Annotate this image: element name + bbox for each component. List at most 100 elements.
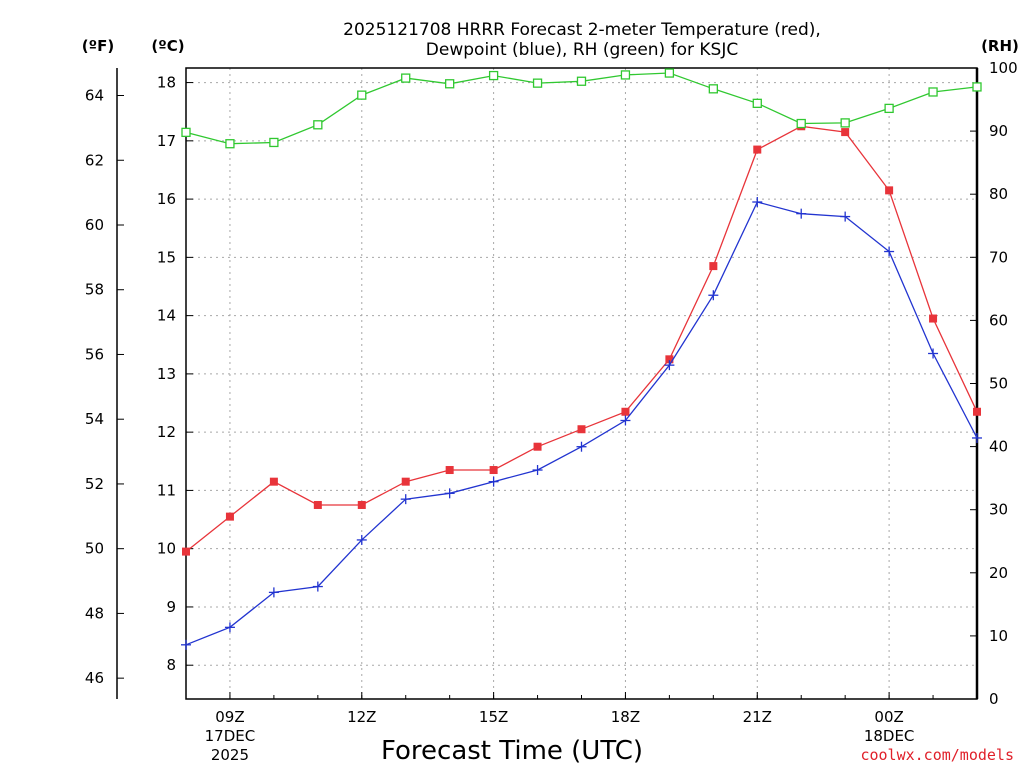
rh-point-16 xyxy=(884,103,894,114)
dewpoint-point-5 xyxy=(400,494,411,505)
x-tick-label-9-1: 17DEC xyxy=(205,727,256,745)
rh-tick-90: 90 xyxy=(989,122,1008,140)
x-tick-label-18-0: 18Z xyxy=(611,708,640,726)
rh-tick-40: 40 xyxy=(989,438,1008,456)
data-series xyxy=(181,68,982,650)
fahrenheit-tick-58: 58 xyxy=(85,281,104,299)
rh-point-1 xyxy=(225,139,235,149)
series-rh xyxy=(181,68,982,149)
temperature-point-16 xyxy=(885,186,894,195)
rh-tick-80: 80 xyxy=(989,185,1008,203)
fahrenheit-tick-50: 50 xyxy=(85,540,104,558)
rh-tick-60: 60 xyxy=(989,311,1008,329)
dewpoint-point-6 xyxy=(444,488,455,499)
x-tick-label-24-0: 00Z xyxy=(874,708,903,726)
rh-point-4 xyxy=(357,90,367,100)
rh-tick-30: 30 xyxy=(989,501,1008,519)
rh-point-9 xyxy=(576,76,587,86)
fahrenheit-tick-60: 60 xyxy=(85,216,104,234)
temperature-point-6 xyxy=(445,466,454,475)
fahrenheit-tick-46: 46 xyxy=(85,669,104,687)
celsius-tick-11: 11 xyxy=(157,481,176,499)
celsius-tick-8: 8 xyxy=(166,656,176,674)
grid-lines xyxy=(186,68,977,699)
rh-point-6 xyxy=(445,79,455,89)
dewpoint-point-13 xyxy=(752,197,763,208)
rh-point-10 xyxy=(620,70,631,80)
temperature-point-0 xyxy=(182,547,190,556)
celsius-axis-label: (ºC) xyxy=(151,37,184,55)
dewpoint-point-10 xyxy=(620,415,631,426)
temperature-point-8 xyxy=(533,442,542,451)
fahrenheit-tick-48: 48 xyxy=(85,604,104,622)
rh-point-8 xyxy=(532,78,543,88)
rh-point-0 xyxy=(181,127,191,138)
rh-point-17 xyxy=(928,87,938,97)
rh-tick-0: 0 xyxy=(989,690,999,708)
temperature-point-17 xyxy=(929,314,938,323)
x-tick-label-15-0: 15Z xyxy=(479,708,508,726)
temperature-point-15 xyxy=(841,128,850,137)
dewpoint-point-12 xyxy=(708,290,719,301)
fahrenheit-tick-64: 64 xyxy=(85,87,104,105)
dewpoint-point-14 xyxy=(796,208,807,219)
celsius-tick-14: 14 xyxy=(157,307,176,325)
dewpoint-point-0 xyxy=(181,639,191,650)
rh-point-12 xyxy=(708,84,718,94)
chart-title-line2: Dewpoint (blue), RH (green) for KSJC xyxy=(426,40,738,60)
rh-point-7 xyxy=(488,70,499,81)
rh-point-13 xyxy=(752,98,762,108)
temperature-point-13 xyxy=(753,145,762,154)
dewpoint-point-16 xyxy=(884,246,895,257)
temperature-point-5 xyxy=(401,477,410,486)
celsius-tick-17: 17 xyxy=(157,132,176,150)
celsius-tick-10: 10 xyxy=(157,540,176,558)
dewpoint-point-2 xyxy=(268,587,279,598)
dewpoint-point-11 xyxy=(664,360,675,371)
dewpoint-point-9 xyxy=(576,441,587,452)
dewpoint-point-18 xyxy=(972,432,982,443)
dewpoint-point-8 xyxy=(532,465,543,476)
rh-point-5 xyxy=(401,73,411,83)
x-axis-title: Forecast Time (UTC) xyxy=(381,736,643,766)
temperature-point-18 xyxy=(973,407,981,416)
temperature-point-4 xyxy=(357,500,366,509)
rh-point-11 xyxy=(664,68,675,78)
plot-frame xyxy=(185,67,978,700)
dewpoint-point-15 xyxy=(840,211,851,222)
rh-axis-label: (RH) xyxy=(981,37,1019,55)
rh-tick-10: 10 xyxy=(989,627,1008,645)
celsius-tick-9: 9 xyxy=(166,598,176,616)
series-dewpoint xyxy=(181,197,982,650)
dewpoint-point-17 xyxy=(928,348,939,359)
rh-tick-70: 70 xyxy=(989,248,1008,266)
fahrenheit-tick-56: 56 xyxy=(85,345,104,363)
dewpoint-point-4 xyxy=(356,534,367,545)
rh-point-2 xyxy=(269,137,279,148)
temperature-point-1 xyxy=(225,512,234,521)
temperature-point-10 xyxy=(621,407,630,416)
rh-point-14 xyxy=(796,118,806,129)
temperature-point-9 xyxy=(577,425,586,434)
x-tick-label-12-0: 12Z xyxy=(347,708,376,726)
fahrenheit-tick-52: 52 xyxy=(85,475,104,493)
fahrenheit-tick-54: 54 xyxy=(85,410,104,428)
credit-text: coolwx.com/models xyxy=(860,746,1014,764)
fahrenheit-tick-62: 62 xyxy=(85,151,104,169)
x-tick-label-9-2: 2025 xyxy=(211,746,249,764)
temperature-point-3 xyxy=(313,500,322,509)
celsius-tick-12: 12 xyxy=(157,423,176,441)
rh-tick-100: 100 xyxy=(989,59,1018,77)
x-tick-label-21-0: 21Z xyxy=(743,708,772,726)
x-tick-label-24-1: 18DEC xyxy=(864,727,915,745)
celsius-tick-15: 15 xyxy=(157,248,176,266)
temperature-point-11 xyxy=(665,355,674,364)
x-tick-label-9-0: 09Z xyxy=(215,708,244,726)
rh-point-3 xyxy=(313,120,323,130)
series-line-dewpoint xyxy=(185,201,978,646)
celsius-tick-16: 16 xyxy=(157,190,176,208)
axes: 8 9 10 11 12 13 14 15 16 17 18 46 48 50 52 54 56 58 60 62 64… xyxy=(85,59,1018,764)
temperature-point-2 xyxy=(269,477,278,486)
rh-tick-50: 50 xyxy=(989,375,1008,393)
